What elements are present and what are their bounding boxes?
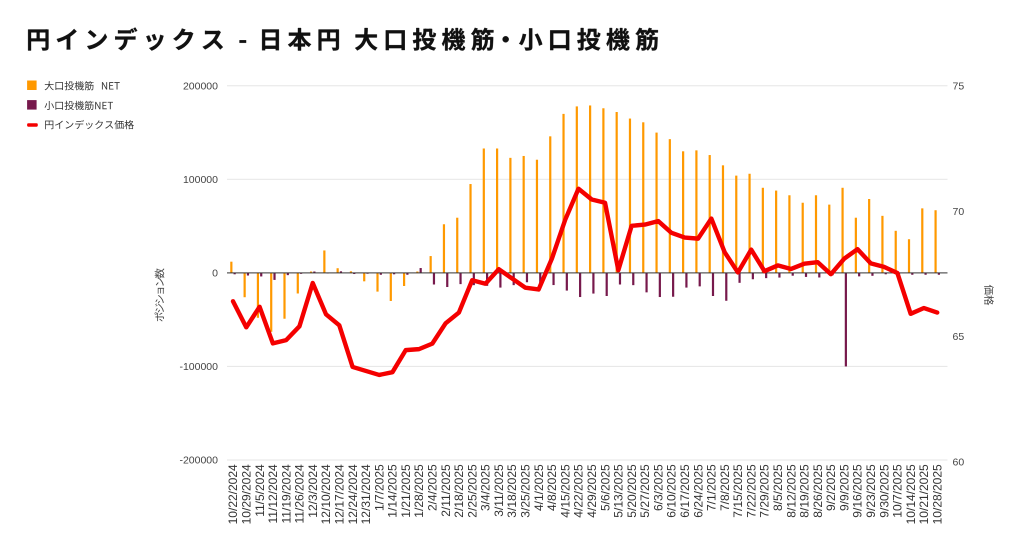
svg-text:4/22/2025: 4/22/2025 — [572, 464, 586, 518]
svg-text:8/12/2025: 8/12/2025 — [784, 464, 798, 518]
svg-text:7/8/2025: 7/8/2025 — [718, 464, 732, 511]
svg-text:10/14/2025: 10/14/2025 — [904, 464, 918, 524]
svg-text:5/27/2025: 5/27/2025 — [638, 464, 652, 518]
svg-text:7/29/2025: 7/29/2025 — [758, 464, 772, 518]
svg-text:7/22/2025: 7/22/2025 — [744, 464, 758, 518]
svg-text:6/17/2025: 6/17/2025 — [678, 464, 692, 518]
svg-text:8/26/2025: 8/26/2025 — [811, 464, 825, 518]
svg-text:10/29/2024: 10/29/2024 — [239, 464, 253, 524]
svg-text:3/25/2025: 3/25/2025 — [519, 464, 533, 518]
svg-text:10/22/2024: 10/22/2024 — [226, 464, 240, 524]
svg-text:2/25/2025: 2/25/2025 — [465, 464, 479, 518]
svg-text:5/6/2025: 5/6/2025 — [598, 464, 612, 511]
svg-text:11/26/2024: 11/26/2024 — [293, 464, 307, 523]
svg-text:200000: 200000 — [183, 80, 218, 92]
svg-text:1/21/2025: 1/21/2025 — [399, 464, 413, 518]
svg-text:11/19/2024: 11/19/2024 — [279, 464, 293, 523]
svg-text:2/11/2025: 2/11/2025 — [439, 464, 453, 517]
svg-text:0: 0 — [212, 268, 218, 280]
svg-text:5/13/2025: 5/13/2025 — [612, 464, 626, 518]
svg-text:3/4/2025: 3/4/2025 — [479, 464, 493, 511]
svg-text:12/3/2024: 12/3/2024 — [306, 464, 320, 518]
svg-text:2/18/2025: 2/18/2025 — [452, 464, 466, 518]
svg-text:100000: 100000 — [183, 174, 218, 186]
svg-text:7/1/2025: 7/1/2025 — [705, 464, 719, 511]
svg-text:6/3/2025: 6/3/2025 — [651, 464, 665, 511]
svg-text:-200000: -200000 — [179, 455, 218, 467]
svg-text:6/24/2025: 6/24/2025 — [691, 464, 705, 518]
svg-text:2/4/2025: 2/4/2025 — [426, 464, 440, 511]
svg-text:6/10/2025: 6/10/2025 — [665, 464, 679, 518]
svg-text:60: 60 — [953, 456, 965, 468]
svg-text:65: 65 — [953, 331, 965, 343]
svg-text:9/30/2025: 9/30/2025 — [877, 464, 891, 518]
svg-text:5/20/2025: 5/20/2025 — [625, 464, 639, 518]
svg-text:7/15/2025: 7/15/2025 — [731, 464, 745, 518]
svg-text:9/2/2025: 9/2/2025 — [824, 464, 838, 511]
svg-text:3/18/2025: 3/18/2025 — [505, 464, 519, 518]
svg-text:-100000: -100000 — [179, 361, 218, 373]
svg-text:11/12/2024: 11/12/2024 — [266, 464, 280, 523]
svg-text:10/21/2025: 10/21/2025 — [917, 464, 931, 524]
svg-text:10/28/2025: 10/28/2025 — [930, 464, 944, 524]
svg-text:9/23/2025: 9/23/2025 — [864, 464, 878, 518]
svg-text:3/11/2025: 3/11/2025 — [492, 464, 506, 517]
svg-text:12/24/2024: 12/24/2024 — [346, 464, 360, 524]
svg-text:1/28/2025: 1/28/2025 — [412, 464, 426, 518]
svg-text:75: 75 — [953, 80, 965, 92]
svg-text:1/7/2025: 1/7/2025 — [372, 464, 386, 511]
svg-text:4/8/2025: 4/8/2025 — [545, 464, 559, 511]
svg-text:12/31/2024: 12/31/2024 — [359, 464, 373, 524]
svg-text:1/14/2025: 1/14/2025 — [386, 464, 400, 518]
svg-text:4/29/2025: 4/29/2025 — [585, 464, 599, 518]
svg-text:11/5/2024: 11/5/2024 — [253, 464, 267, 517]
svg-text:9/16/2025: 9/16/2025 — [851, 464, 865, 518]
svg-text:4/15/2025: 4/15/2025 — [558, 464, 572, 518]
svg-text:8/19/2025: 8/19/2025 — [798, 464, 812, 518]
svg-text:9/9/2025: 9/9/2025 — [837, 464, 851, 511]
svg-text:4/1/2025: 4/1/2025 — [532, 464, 546, 511]
svg-text:12/10/2024: 12/10/2024 — [319, 464, 333, 524]
svg-text:12/17/2024: 12/17/2024 — [333, 464, 347, 524]
svg-text:8/5/2025: 8/5/2025 — [771, 464, 785, 511]
svg-text:10/7/2025: 10/7/2025 — [891, 464, 905, 518]
svg-text:70: 70 — [953, 206, 965, 218]
